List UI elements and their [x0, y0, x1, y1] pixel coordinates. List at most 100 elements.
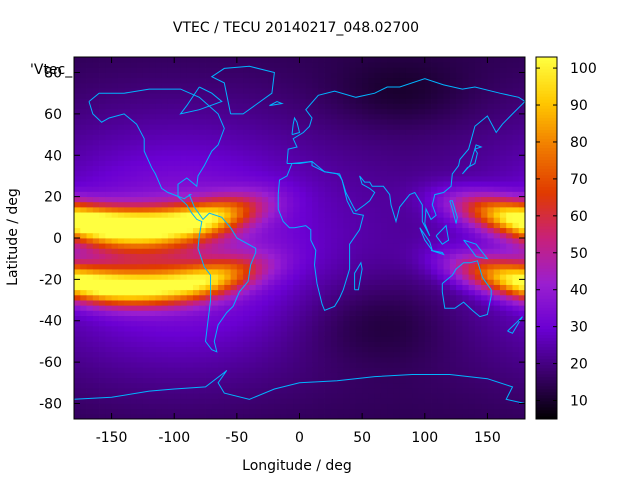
heatmap-cell [80, 160, 87, 166]
heatmap-cell [330, 160, 338, 166]
heatmap-cell [293, 377, 300, 384]
heatmap-cell [518, 325, 526, 332]
heatmap-cell [280, 57, 288, 63]
heatmap-cell [105, 175, 112, 182]
heatmap-cell [205, 253, 213, 260]
heatmap-cell [456, 289, 463, 296]
heatmap-cell [74, 134, 81, 141]
heatmap-cell [130, 331, 138, 337]
heatmap-cell [305, 181, 313, 187]
heatmap-cell [468, 377, 476, 384]
heatmap-cell [374, 134, 382, 141]
heatmap-cell [318, 351, 325, 358]
heatmap-cell [261, 387, 269, 394]
heatmap-cell [474, 82, 482, 89]
heatmap-cell [117, 413, 125, 420]
heatmap-cell [330, 139, 338, 146]
heatmap-cell [362, 196, 369, 203]
heatmap-cell [130, 206, 138, 213]
heatmap-cell [462, 367, 470, 373]
heatmap-cell [368, 134, 376, 141]
heatmap-cell [324, 356, 332, 363]
heatmap-cell [174, 325, 181, 332]
heatmap-cell [474, 212, 482, 218]
heatmap-cell [437, 248, 444, 254]
heatmap-cell [349, 181, 357, 187]
heatmap-cell [387, 279, 394, 285]
heatmap-cell [80, 175, 87, 182]
heatmap-cell [412, 227, 419, 234]
heatmap-cell [431, 113, 438, 120]
heatmap-cell [443, 408, 451, 415]
heatmap-cell [105, 113, 112, 120]
heatmap-cell [305, 232, 313, 239]
heatmap-cell [449, 393, 457, 399]
heatmap-cell [286, 170, 294, 177]
heatmap-cell [474, 201, 482, 208]
heatmap-cell [368, 72, 376, 79]
heatmap-cell [393, 331, 401, 337]
heatmap-cell [368, 346, 376, 353]
heatmap-cell [349, 103, 357, 110]
heatmap-cell [512, 284, 520, 291]
heatmap-cell [387, 88, 394, 94]
heatmap-cell [412, 413, 419, 420]
heatmap-cell [343, 341, 351, 347]
heatmap-cell [111, 341, 119, 347]
heatmap-cell [499, 289, 507, 296]
heatmap-cell [99, 346, 106, 353]
heatmap-cell [180, 165, 188, 172]
heatmap-cell [124, 367, 131, 373]
heatmap-cell [167, 206, 175, 213]
heatmap-cell [506, 82, 513, 89]
heatmap-cell [468, 413, 476, 420]
heatmap-cell [92, 212, 100, 218]
heatmap-cell [318, 238, 325, 244]
heatmap-cell [130, 98, 138, 104]
heatmap-cell [293, 196, 300, 203]
heatmap-cell [255, 243, 263, 249]
heatmap-cell [424, 165, 432, 172]
heatmap-cell [368, 217, 376, 223]
heatmap-cell [380, 356, 388, 363]
heatmap-cell [462, 346, 470, 353]
heatmap-cell [99, 387, 106, 394]
heatmap-cell [456, 248, 463, 254]
heatmap-cell [155, 279, 163, 285]
heatmap-cell [149, 243, 156, 249]
heatmap-cell [249, 305, 257, 311]
heatmap-cell [431, 124, 438, 130]
heatmap-cell [218, 238, 225, 244]
heatmap-cell [449, 336, 457, 342]
heatmap-cell [230, 170, 238, 177]
heatmap-cell [299, 372, 307, 379]
heatmap-cell [312, 144, 319, 151]
heatmap-cell [462, 310, 470, 316]
heatmap-cell [474, 300, 482, 306]
heatmap-cell [412, 372, 419, 379]
heatmap-cell [199, 155, 206, 161]
heatmap-cell [155, 413, 163, 420]
heatmap-cell [324, 57, 332, 63]
heatmap-cell [155, 351, 163, 358]
heatmap-cell [274, 403, 282, 410]
heatmap-cell [74, 289, 81, 296]
heatmap-cell [506, 206, 513, 213]
heatmap-cell [180, 387, 188, 394]
heatmap-cell [167, 356, 175, 363]
heatmap-cell [274, 372, 282, 379]
heatmap-cell [80, 310, 87, 316]
heatmap-cell [437, 387, 444, 394]
heatmap-cell [512, 300, 520, 306]
heatmap-cell [211, 320, 219, 327]
heatmap-cell [368, 310, 376, 316]
heatmap-cell [211, 119, 219, 125]
heatmap-cell [330, 253, 338, 260]
heatmap-cell [393, 119, 401, 125]
heatmap-cell [324, 186, 332, 192]
heatmap-cell [412, 62, 419, 68]
heatmap-cell [293, 243, 300, 249]
heatmap-cell [337, 232, 344, 239]
heatmap-cell [506, 139, 513, 146]
heatmap-cell [274, 263, 282, 270]
